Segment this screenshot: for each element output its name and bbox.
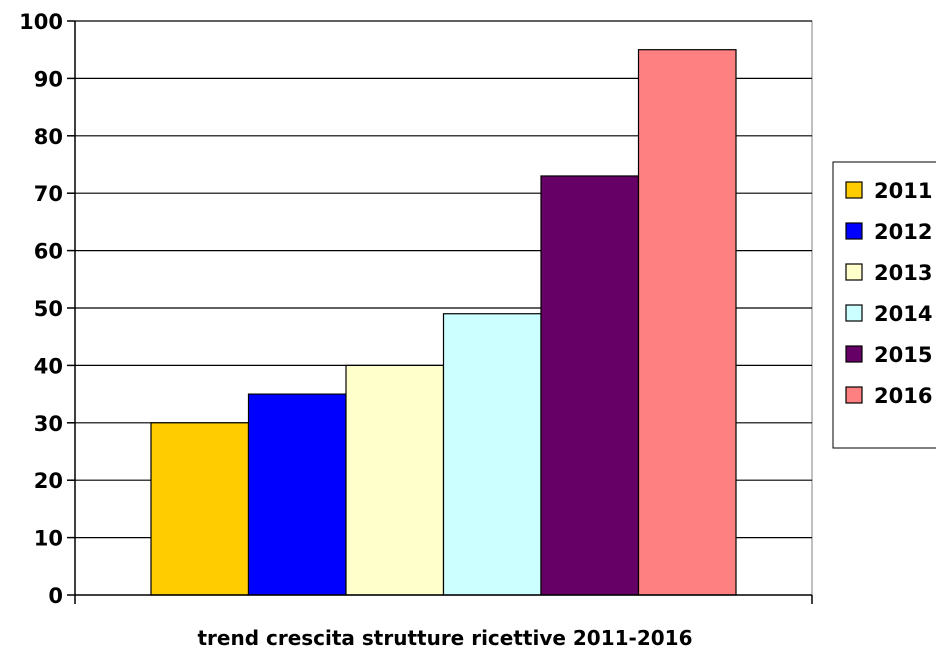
legend-label-2011: 2011 xyxy=(874,179,932,203)
y-tick-label: 20 xyxy=(34,469,63,493)
bars xyxy=(150,49,737,596)
y-tick-label: 40 xyxy=(34,354,63,378)
legend-label-2012: 2012 xyxy=(874,220,932,244)
y-tick-label: 70 xyxy=(34,182,63,206)
legend-swatch-2015 xyxy=(845,345,863,363)
legend-label-2013: 2013 xyxy=(874,261,932,285)
bar-2011 xyxy=(150,422,250,596)
y-tick-label: 0 xyxy=(48,584,63,608)
y-tick-label: 30 xyxy=(34,412,63,436)
bar-2014 xyxy=(442,313,542,596)
bar-2016 xyxy=(637,49,737,596)
y-tick-label: 100 xyxy=(19,10,63,34)
x-axis-label: trend crescita strutture ricettive 2011-… xyxy=(197,626,692,650)
y-tick-label: 90 xyxy=(34,67,63,91)
bar-2012 xyxy=(247,393,347,596)
y-axis-ticks: 0 10 20 30 40 50 60 70 80 90 100 xyxy=(19,10,75,608)
y-tick-label: 50 xyxy=(34,297,63,321)
y-tick-label: 60 xyxy=(34,240,63,264)
legend-swatch-2011 xyxy=(845,181,863,199)
legend-swatch-2014 xyxy=(845,304,863,322)
legend-label-2014: 2014 xyxy=(874,302,932,326)
y-tick-label: 10 xyxy=(34,527,63,551)
legend-swatch-2013 xyxy=(845,263,863,281)
bar-2013 xyxy=(345,364,445,596)
legend-swatch-2016 xyxy=(845,386,863,404)
legend-label-2016: 2016 xyxy=(874,384,932,408)
legend-label-2015: 2015 xyxy=(874,343,932,367)
legend-swatch-2012 xyxy=(845,222,863,240)
legend: 2011 2012 2013 2014 2015 2016 xyxy=(832,161,936,449)
y-tick-label: 80 xyxy=(34,125,63,149)
bar-2015 xyxy=(540,175,640,596)
